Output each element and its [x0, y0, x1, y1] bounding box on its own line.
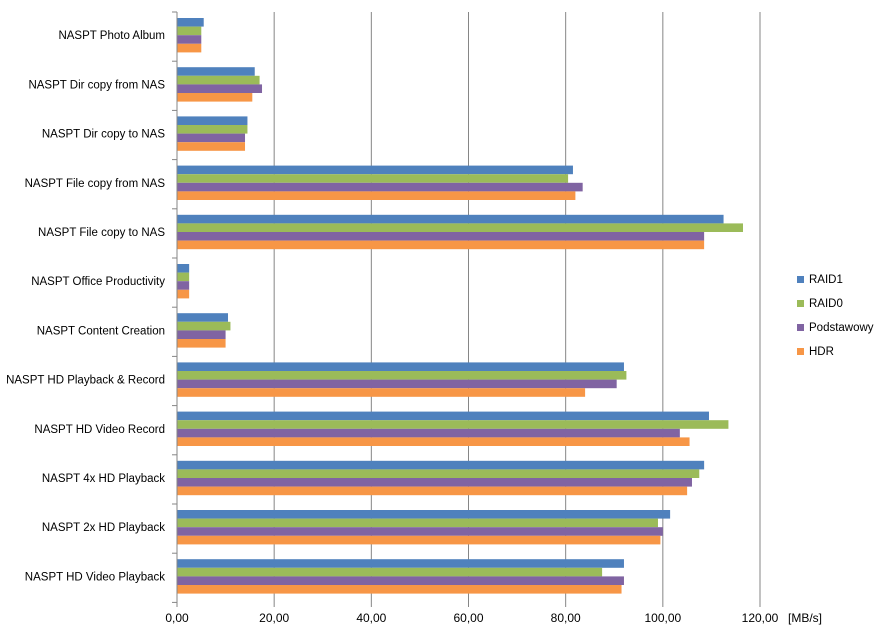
- bar-hdr-naspt-content-creation: [177, 339, 226, 348]
- bar-podstawowy-naspt-hd-video-playback: [177, 576, 624, 585]
- legend: RAID1 RAID0 Podstawowy HDR: [797, 274, 874, 358]
- legend-label-raid1: RAID1: [809, 274, 843, 286]
- bar-raid1-naspt-2x-hd-playback: [177, 510, 671, 519]
- bar-raid0-naspt-dir-copy-to-nas: [177, 125, 248, 134]
- bar-raid0-naspt-hd-video-record: [177, 420, 729, 429]
- category-label: NASPT HD Video Record: [34, 424, 165, 436]
- legend-label-hdr: HDR: [809, 346, 834, 358]
- bar-podstawowy-naspt-file-copy-from-nas: [177, 182, 583, 192]
- bar-hdr-naspt-2x-hd-playback: [177, 535, 661, 545]
- bar-podstawowy-naspt-content-creation: [177, 330, 226, 339]
- category-label: NASPT HD Video Playback: [25, 571, 165, 583]
- bar-raid0-naspt-4x-hd-playback: [177, 469, 700, 478]
- x-tick-label: 60,00: [453, 611, 483, 625]
- x-tick-label: 40,00: [356, 611, 386, 625]
- category-label: NASPT Dir copy from NAS: [28, 79, 165, 91]
- gridlines: [273, 12, 761, 602]
- bar-raid0-naspt-file-copy-from-nas: [177, 174, 569, 183]
- x-tick-label: 100,00: [644, 611, 681, 625]
- bar-hdr-naspt-dir-copy-from-nas: [177, 93, 253, 102]
- bar-raid0-naspt-content-creation: [177, 321, 231, 331]
- category-label: NASPT Content Creation: [37, 325, 165, 337]
- bar-raid1-naspt-hd-video-record: [177, 411, 709, 421]
- bar-raid1-naspt-content-creation: [177, 313, 229, 322]
- legend-swatch-raid1: [797, 276, 804, 283]
- bar-raid1-naspt-hd-video-playback: [177, 559, 624, 568]
- bar-raid1-naspt-4x-hd-playback: [177, 460, 705, 470]
- legend-swatch-hdr: [797, 348, 804, 355]
- x-tick-label: 20,00: [259, 611, 289, 625]
- bar-podstawowy-naspt-file-copy-to-nas: [177, 232, 705, 241]
- x-axis-label: [MB/s]: [788, 611, 822, 625]
- bar-raid1-naspt-file-copy-from-nas: [177, 165, 573, 175]
- category-label: NASPT File copy to NAS: [38, 227, 165, 239]
- category-labels: NASPT Photo Album NASPT Dir copy from NAS…: [6, 30, 165, 583]
- bar-podstawowy-naspt-2x-hd-playback: [177, 527, 663, 536]
- bar-hdr-naspt-photo-album: [177, 43, 202, 53]
- bar-podstawowy-naspt-office-productivity: [177, 281, 190, 290]
- bar-raid0-naspt-office-productivity: [177, 272, 190, 282]
- bar-raid1-naspt-file-copy-to-nas: [177, 214, 724, 224]
- x-tick-label: 80,00: [551, 611, 581, 625]
- category-label: NASPT 2x HD Playback: [42, 522, 165, 534]
- bars: [177, 18, 743, 594]
- bar-raid1-naspt-hd-playback-record: [177, 362, 624, 371]
- bar-hdr-naspt-office-productivity: [177, 289, 190, 299]
- category-label: NASPT 4x HD Playback: [42, 473, 165, 485]
- bar-hdr-naspt-hd-video-record: [177, 437, 690, 446]
- category-label: NASPT File copy from NAS: [25, 178, 166, 190]
- bar-podstawowy-naspt-hd-playback-record: [177, 379, 617, 389]
- bar-hdr-naspt-dir-copy-to-nas: [177, 142, 246, 151]
- bar-raid1-naspt-office-productivity: [177, 264, 190, 273]
- bar-podstawowy-naspt-dir-copy-from-nas: [177, 84, 263, 93]
- bar-raid0-naspt-dir-copy-from-nas: [177, 75, 260, 85]
- x-tick-label: 0,00: [165, 611, 189, 625]
- bar-raid0-naspt-hd-video-playback: [177, 567, 603, 577]
- category-label: NASPT HD Playback & Record: [6, 375, 165, 387]
- bar-raid0-naspt-photo-album: [177, 26, 202, 36]
- bar-raid1-naspt-dir-copy-from-nas: [177, 67, 255, 76]
- bar-raid1-naspt-photo-album: [177, 18, 204, 27]
- legend-swatch-podstawowy: [797, 324, 804, 331]
- x-tick-label: 120,00: [742, 611, 779, 625]
- bar-hdr-naspt-4x-hd-playback: [177, 486, 688, 496]
- bar-raid0-naspt-2x-hd-playback: [177, 518, 658, 528]
- bar-podstawowy-naspt-hd-video-record: [177, 428, 680, 438]
- legend-label-podstawowy: Podstawowy: [809, 322, 874, 334]
- bar-hdr-naspt-hd-video-playback: [177, 585, 622, 594]
- bar-hdr-naspt-hd-playback-record: [177, 388, 586, 397]
- category-label: NASPT Dir copy to NAS: [42, 129, 165, 141]
- bar-hdr-naspt-file-copy-from-nas: [177, 191, 576, 200]
- bar-podstawowy-naspt-photo-album: [177, 35, 202, 44]
- bar-podstawowy-naspt-4x-hd-playback: [177, 478, 692, 487]
- bar-raid0-naspt-hd-playback-record: [177, 371, 627, 380]
- legend-label-raid0: RAID0: [809, 298, 843, 310]
- category-label: NASPT Photo Album: [58, 30, 165, 42]
- bar-raid1-naspt-dir-copy-to-nas: [177, 116, 248, 125]
- axes: [172, 11, 761, 607]
- category-label: NASPT Office Productivity: [31, 276, 165, 288]
- bar-raid0-naspt-file-copy-to-nas: [177, 223, 743, 232]
- bar-hdr-naspt-file-copy-to-nas: [177, 240, 705, 250]
- x-tick-labels: 0,00 20,00 40,00 60,00 80,00 100,00 120,00 [MB/…: [165, 611, 822, 625]
- bar-podstawowy-naspt-dir-copy-to-nas: [177, 133, 246, 143]
- legend-swatch-raid0: [797, 300, 804, 307]
